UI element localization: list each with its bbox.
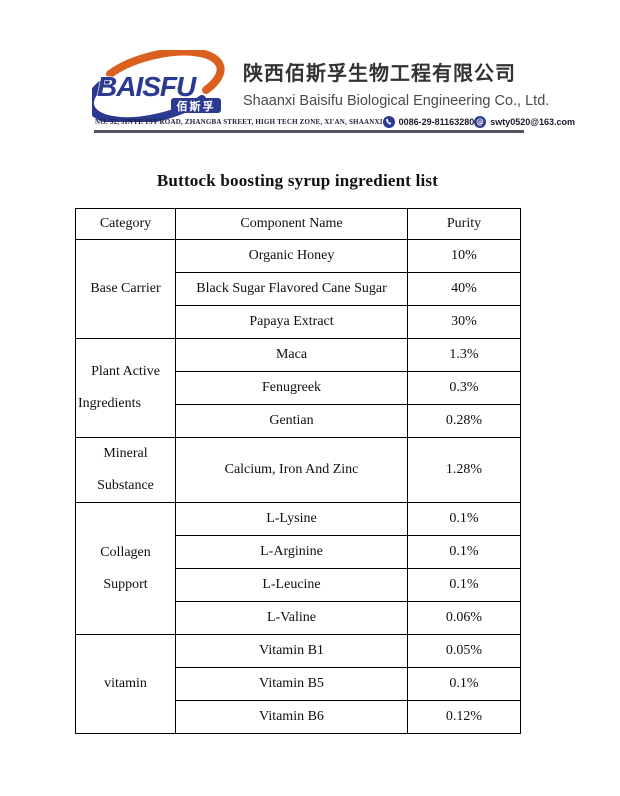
component-cell: Vitamin B1 [175, 634, 408, 668]
table-row: Gentian 0.28% [76, 404, 521, 438]
table-row: Black Sugar Flavored Cane Sugar 40% [76, 272, 521, 306]
header-divider [94, 130, 524, 133]
purity-cell: 1.28% [407, 437, 521, 503]
company-address: NO. 52, JINYE 1ST ROAD, ZHANGBA STREET, … [95, 118, 383, 126]
purity-cell: 0.28% [407, 404, 521, 438]
table-header-row: Category Component Name Purity [75, 208, 521, 240]
table-row: Plant Active Ingredients Maca 1.3% [75, 338, 521, 438]
component-cell: Maca [175, 338, 408, 372]
page-title: Buttock boosting syrup ingredient list [156, 171, 439, 190]
table-row: L-Leucine 0.1% [76, 568, 521, 602]
purity-cell: 0.3% [407, 371, 521, 405]
component-cell: Organic Honey [175, 239, 408, 273]
company-name-cn: 陕西佰斯孚生物工程有限公司 [243, 63, 516, 85]
table-row: Papaya Extract 30% [76, 305, 521, 339]
category-cell-vitamin: vitamin [75, 634, 176, 734]
category-cell-plant-active: Plant Active Ingredients [75, 338, 176, 438]
ingredient-table: Category Component Name Purity Base Carr… [75, 208, 521, 734]
purity-cell: 0.12% [407, 700, 521, 734]
purity-cell: 0.1% [407, 568, 521, 602]
contact-row: NO. 52, JINYE 1ST ROAD, ZHANGBA STREET, … [95, 115, 575, 129]
component-cell: Fenugreek [175, 371, 408, 405]
purity-cell: 10% [407, 239, 521, 273]
col-header-component: Component Name [175, 208, 408, 240]
component-cell: Black Sugar Flavored Cane Sugar [175, 272, 408, 306]
email-contact: @ swty0520@163.com [474, 116, 575, 128]
component-cell: Calcium, Iron And Zinc [175, 437, 408, 503]
table-row: Vitamin B6 0.12% [76, 700, 521, 734]
category-cell-mineral: Mineral Substance [75, 437, 176, 503]
logo-brand-text: BAISFU [97, 71, 197, 102]
purity-cell: 0.1% [407, 535, 521, 569]
component-cell: L-Valine [175, 601, 408, 635]
logo-chip [171, 98, 221, 113]
component-cell: L-Arginine [175, 535, 408, 569]
purity-cell: 0.1% [407, 667, 521, 701]
table-row: Collagen Support L-Lysine 0.1% [75, 502, 521, 635]
table-row: Base Carrier Organic Honey 10% [75, 239, 521, 339]
component-cell: Vitamin B6 [175, 700, 408, 734]
logo-swoosh-orange [106, 50, 225, 94]
category-cell-collagen: Collagen Support [75, 502, 176, 635]
phone-contact: 0086-29-81163280 [382, 116, 475, 128]
company-name-block: 陕西佰斯孚生物工程有限公司 Shaanxi Baisifu Biological… [243, 57, 550, 109]
col-header-purity: Purity [407, 208, 521, 240]
logo-brand-cn-text: 佰斯孚 [177, 99, 216, 113]
purity-cell: 0.05% [407, 634, 521, 668]
component-cell: Vitamin B5 [175, 667, 408, 701]
svg-text:@: @ [476, 118, 484, 127]
phone-number: 0086-29-81163280 [398, 117, 475, 127]
table-row: vitamin Vitamin B1 0.05% [75, 634, 521, 734]
email-address: swty0520@163.com [490, 117, 576, 127]
table-row: Mineral Substance Calcium, Iron And Zinc… [75, 437, 521, 503]
component-cell: Papaya Extract [175, 305, 408, 339]
component-cell: L-Lysine [175, 502, 408, 536]
phone-icon [382, 116, 395, 128]
purity-cell: 1.3% [407, 338, 521, 372]
category-cell-base-carrier: Base Carrier [75, 239, 176, 339]
purity-cell: 30% [407, 305, 521, 339]
baisfu-logo: BAISFU 佰斯孚 [92, 50, 225, 122]
component-cell: Gentian [175, 404, 408, 438]
table-row: Vitamin B5 0.1% [76, 667, 521, 701]
purity-cell: 40% [407, 272, 521, 306]
email-at-icon: @ [474, 116, 487, 128]
company-name-en: Shaanxi Baisifu Biological Engineering C… [243, 93, 550, 109]
col-header-category: Category [75, 208, 176, 240]
component-cell: L-Leucine [175, 568, 408, 602]
purity-cell: 0.06% [407, 601, 521, 635]
purity-cell: 0.1% [407, 502, 521, 536]
